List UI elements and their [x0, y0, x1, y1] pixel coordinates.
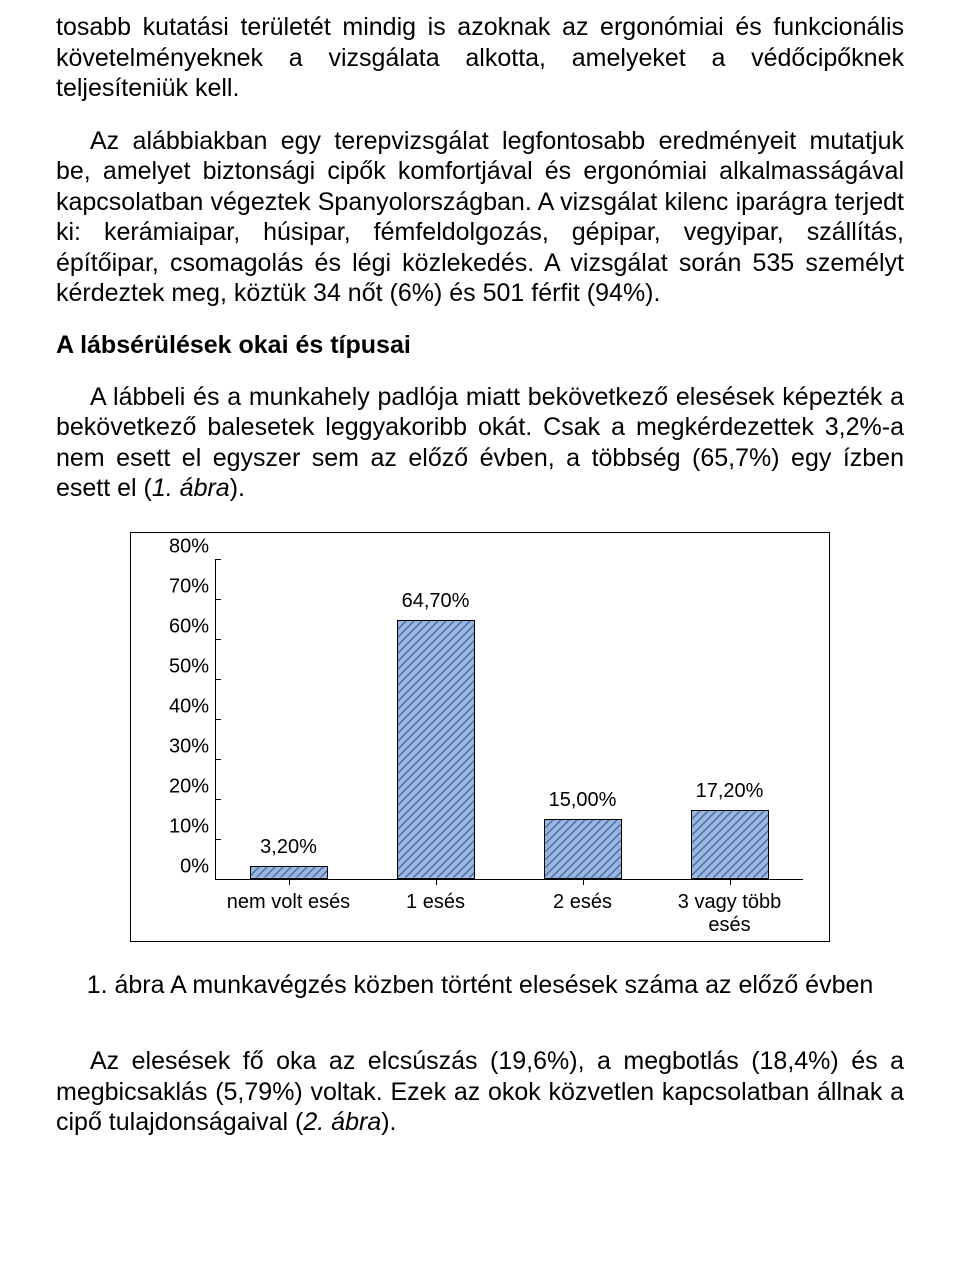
x-axis-label: 1 esés	[362, 891, 509, 937]
bar-group: 17,20%	[656, 559, 803, 879]
section-heading: A lábsérülések okai és típusai	[56, 331, 904, 360]
y-tick-label: 50%	[169, 656, 215, 679]
figure-ref-1: 1. ábra	[152, 474, 230, 502]
bar-value-label: 3,20%	[219, 836, 359, 859]
bar-hatch-icon	[251, 867, 327, 878]
bar: 3,20%	[250, 866, 328, 879]
x-tick-mark	[730, 879, 731, 885]
y-axis: 0%10%20%30%40%50%60%70%80%	[157, 559, 215, 879]
paragraph-4: Az elesések fő oka az elcsúszás (19,6%),…	[56, 1046, 904, 1138]
paragraph-2: Az alábbiakban egy terepvizsgálat legfon…	[56, 126, 904, 309]
y-tick-label: 60%	[169, 616, 215, 639]
y-tick-label: 0%	[180, 856, 215, 879]
bar-hatch-icon	[398, 621, 474, 878]
x-tick-mark	[289, 879, 290, 885]
chart-bars: 3,20% 64,70% 15,00% 17,20%	[215, 559, 803, 879]
x-axis-labels: nem volt esés1 esés2 esés3 vagy többesés	[215, 891, 803, 937]
y-tick-label: 80%	[169, 536, 215, 559]
paragraph-1: tosabb kutatási területét mindig is azok…	[56, 12, 904, 104]
y-tick-label: 30%	[169, 736, 215, 759]
chart-plot: 0%10%20%30%40%50%60%70%80% 3,20%64,70%15…	[157, 559, 803, 919]
y-tick-label: 10%	[169, 816, 215, 839]
bar: 64,70%	[397, 620, 475, 879]
bar-hatch-icon	[692, 811, 768, 878]
x-tick-mark	[583, 879, 584, 885]
bar-value-label: 64,70%	[366, 590, 506, 613]
y-tick-label: 70%	[169, 576, 215, 599]
bar-value-label: 15,00%	[513, 789, 653, 812]
bar-group: 15,00%	[509, 559, 656, 879]
bar-group: 64,70%	[362, 559, 509, 879]
paragraph-3: A lábbeli és a munkahely padlója miatt b…	[56, 382, 904, 504]
document-page: tosabb kutatási területét mindig is azok…	[0, 0, 960, 1200]
x-axis-line	[215, 879, 803, 880]
x-axis-label: 3 vagy többesés	[656, 891, 803, 937]
y-tick-label: 40%	[169, 696, 215, 719]
x-axis-label: 2 esés	[509, 891, 656, 937]
paragraph-3-part2: ).	[230, 474, 245, 502]
bar-value-label: 17,20%	[660, 780, 800, 803]
bar-group: 3,20%	[215, 559, 362, 879]
figure-ref-2: 2. ábra	[303, 1108, 381, 1136]
falls-chart: 0% 10% 20% 30% 40% 50% 60% 70% 80% 3,20% 64,70% 15…	[130, 532, 830, 942]
bar: 17,20%	[691, 810, 769, 879]
figure-1-caption: 1. ábra A munkavégzés közben történt ele…	[56, 970, 904, 1001]
bar: 15,00%	[544, 819, 622, 879]
y-tick-label: 20%	[169, 776, 215, 799]
x-tick-mark	[436, 879, 437, 885]
paragraph-4-part2: ).	[381, 1108, 396, 1136]
paragraph-4-part1: Az elesések fő oka az elcsúszás (19,6%),…	[56, 1047, 904, 1136]
x-axis-label: nem volt esés	[215, 891, 362, 937]
bar-hatch-icon	[545, 820, 621, 878]
